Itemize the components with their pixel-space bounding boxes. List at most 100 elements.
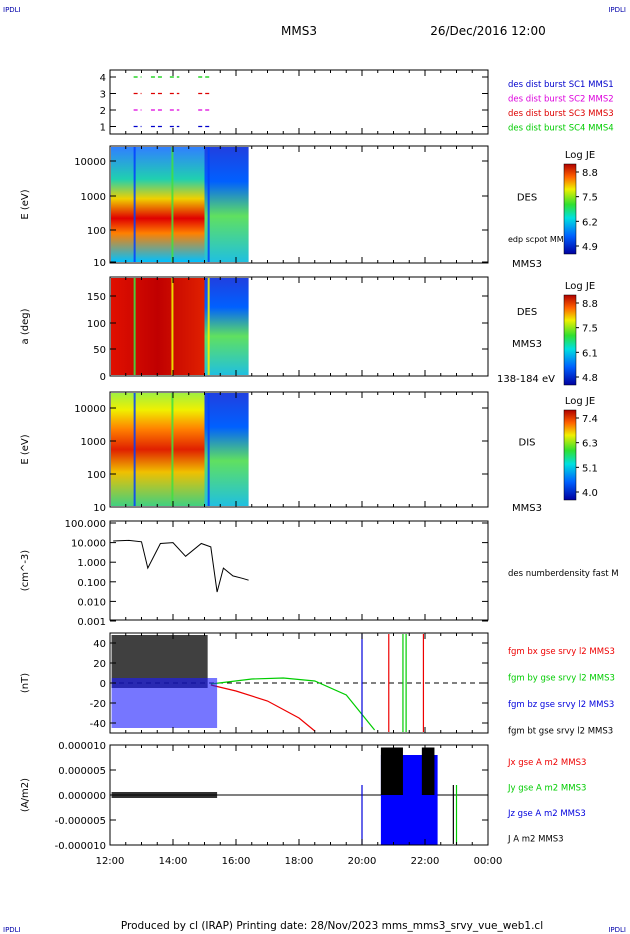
heatmap-block	[111, 393, 205, 506]
magnetic-field-y-tick-label: -20	[90, 699, 106, 710]
colorbar-tick-label: 4.9	[582, 242, 598, 253]
heatmap-streak	[207, 147, 210, 262]
overlay-label: edp scpot MMS3	[508, 235, 574, 244]
colorbar-tick-label: 4.0	[582, 488, 598, 499]
panel-label: DES	[517, 307, 537, 318]
des-pitch-y-tick-label: 50	[93, 345, 106, 356]
availability-legend-label: des dist burst SC1 MMS1	[508, 80, 614, 90]
colorbar-tick-label: 7.5	[582, 193, 598, 204]
density-y-tick-label: 0.001	[77, 617, 106, 628]
density-y-label: (cm^-3)	[20, 550, 31, 591]
des-energy-y-tick-label: 10	[93, 258, 106, 269]
magnetic-field-y-tick-label: 40	[93, 639, 106, 650]
panel-sublabel: MMS3	[512, 259, 542, 270]
heatmap-block	[204, 278, 249, 375]
availability-legend-label: des dist burst SC2 MMS2	[508, 95, 614, 105]
density-legend-label: des numberdensity fast M	[508, 569, 619, 579]
heatmap-streak	[133, 278, 136, 375]
des-pitch-y-tick-label: 150	[87, 292, 106, 303]
availability-y-tick-label: 1	[100, 123, 106, 134]
magnetic-field-y-label: (nT)	[20, 673, 31, 693]
time-tick-label: 12:00	[96, 856, 125, 867]
dis-energy-panel-image	[111, 393, 249, 506]
des-energy-y-tick-label: 10000	[74, 157, 106, 168]
heatmap-streak	[207, 278, 210, 375]
time-tick-label: 18:00	[285, 856, 314, 867]
des-energy-y-tick-label: 1000	[81, 192, 106, 203]
colorbar-tick-label: 4.8	[582, 373, 598, 384]
current-legend-label: Jy gse A m2 MMS3	[507, 784, 586, 794]
heatmap-streak	[133, 147, 136, 262]
field-line	[210, 684, 316, 732]
des-energy-y-tick-label: 100	[87, 226, 106, 237]
time-tick-label: 20:00	[348, 856, 377, 867]
corner-label: IPDLI	[3, 926, 21, 934]
colorbar-tick-label: 5.1	[582, 463, 598, 474]
colorbar-tick-label: 6.3	[582, 439, 598, 450]
colorbar-title: Log JE	[565, 281, 595, 292]
des-pitch-colorbar	[563, 294, 577, 386]
availability-y-tick-label: 2	[100, 106, 106, 117]
current-density-y-tick-label: 0.000010	[58, 741, 106, 752]
heatmap-streak	[171, 393, 174, 506]
time-tick-label: 14:00	[159, 856, 188, 867]
density-y-tick-label: 1.000	[77, 558, 106, 569]
current-burst-j	[380, 747, 403, 795]
density-y-tick-label: 10.000	[71, 539, 106, 550]
des-energy-panel-colorbar	[563, 163, 577, 255]
dis-energy-y-tick-label: 1000	[81, 437, 106, 448]
current-density-y-tick-label: 0.000005	[58, 766, 106, 777]
range-label: 138-184 eV	[497, 374, 555, 385]
field-noise-bz	[111, 678, 218, 728]
density-y-tick-label: 0.100	[77, 578, 106, 589]
dis-energy-y-tick-label: 100	[87, 470, 106, 481]
current-density-y-tick-label: 0.000000	[58, 791, 106, 802]
mission-title: MMS3	[281, 24, 317, 38]
availability-panel	[109, 69, 489, 135]
magnetic-field-y-tick-label: 0	[100, 679, 106, 690]
heatmap-streak	[207, 393, 210, 506]
panel-sublabel: MMS3	[512, 503, 542, 514]
colorbar-title: Log JE	[565, 396, 595, 407]
des-pitch-y-label: a (deg)	[20, 308, 31, 344]
colorbar-tick-label: 8.8	[582, 299, 598, 310]
density-line	[113, 539, 249, 593]
colorbar-tick-label: 6.1	[582, 348, 598, 359]
field-legend-label: fgm by gse srvy l2 MMS3	[508, 674, 615, 684]
panel-sublabel: MMS3	[512, 339, 542, 350]
density-y-tick-label: 100.000	[65, 519, 106, 530]
colorbar-tick-label: 7.4	[582, 414, 598, 425]
heatmap-streak	[133, 393, 136, 506]
time-tick-label: 00:00	[474, 856, 503, 867]
des-energy-y-label: E (eV)	[20, 189, 31, 219]
density-y-tick-label: 0.010	[77, 597, 106, 608]
heatmap-streak	[171, 278, 174, 375]
footer-text: Produced by cl (IRAP) Printing date: 28/…	[121, 920, 543, 932]
colorbar-title: Log JE	[565, 150, 595, 161]
dis-energy-y-label: E (eV)	[20, 434, 31, 464]
corner-label: IPDLI	[3, 6, 21, 14]
heatmap-block	[204, 393, 249, 506]
corner-label: IPDLI	[608, 6, 626, 14]
colorbar-tick-label: 8.8	[582, 168, 598, 179]
current-legend-label: Jz gse A m2 MMS3	[507, 809, 586, 819]
current-burst-j	[421, 747, 435, 795]
magnetic-field-y-tick-label: -40	[90, 719, 106, 730]
heatmap-block	[111, 147, 205, 262]
field-legend-label: fgm bt gse srvy l2 MMS3	[508, 727, 613, 737]
current-legend-label: J A m2 MMS3	[507, 835, 564, 845]
current-noise	[111, 792, 218, 798]
heatmap-block	[204, 147, 249, 262]
des-pitch-y-tick-label: 0	[100, 372, 106, 383]
colorbar-tick-label: 6.2	[582, 217, 598, 228]
heatmap-block	[111, 278, 205, 375]
des-pitch-y-tick-label: 100	[87, 319, 106, 330]
field-line	[210, 677, 376, 731]
availability-y-tick-label: 4	[100, 73, 106, 84]
magnetic-field-y-tick-label: 20	[93, 659, 106, 670]
dis-energy-panel-colorbar	[563, 409, 577, 501]
date-title: 26/Dec/2016 12:00	[430, 24, 546, 38]
field-legend-label: fgm bz gse srvy l2 MMS3	[508, 700, 614, 710]
availability-legend-label: des dist burst SC4 MMS4	[508, 124, 614, 134]
